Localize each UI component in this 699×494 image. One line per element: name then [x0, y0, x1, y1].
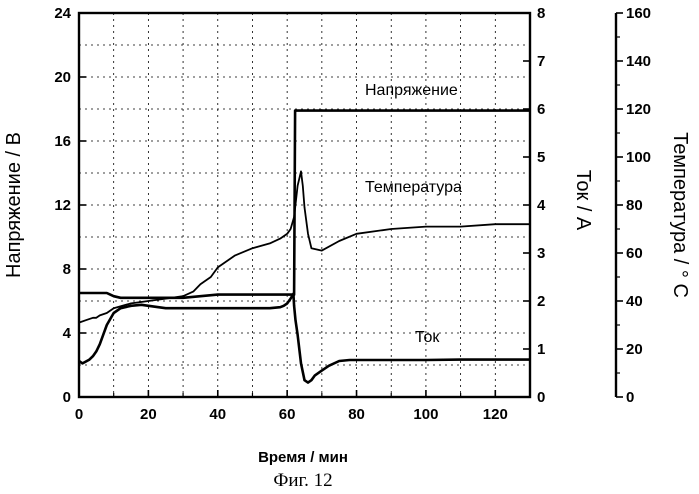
current-tick-label: 2: [537, 293, 545, 310]
current-tick-label: 8: [537, 5, 545, 22]
voltage-tick-label: 20: [54, 69, 71, 86]
annotation-voltage: Напряжение: [365, 82, 458, 99]
series-layer: [79, 111, 530, 383]
voltage-tick-label: 16: [54, 133, 71, 150]
current-tick-label: 0: [537, 389, 545, 406]
temperature-tick-label: 100: [626, 149, 651, 166]
current-tick-label: 7: [537, 53, 545, 70]
voltage-tick-label: 8: [63, 261, 71, 278]
current-tick-label: 3: [537, 245, 545, 262]
temperature-tick-label: 120: [626, 101, 651, 118]
x-axis-label: Время / мин: [258, 449, 348, 466]
annotation-current: Ток: [415, 329, 440, 346]
x-tick-label: 80: [348, 406, 365, 423]
temperature-tick-label: 0: [626, 389, 634, 406]
temperature-tick-label: 60: [626, 245, 643, 262]
y-axis-label-temperature: Температура / ° С: [669, 132, 691, 298]
x-tick-label: 0: [75, 406, 83, 423]
y-axis-label-voltage: Напряжение / В: [3, 132, 25, 278]
temperature-tick-label: 40: [626, 293, 643, 310]
x-tick-label: 120: [483, 406, 508, 423]
voltage-tick-label: 4: [63, 325, 72, 342]
current-tick-label: 6: [537, 101, 545, 118]
temperature-tick-label: 160: [626, 5, 651, 22]
current-tick-label: 1: [537, 341, 545, 358]
x-tick-label: 60: [279, 406, 296, 423]
current-tick-label: 5: [537, 149, 545, 166]
voltage-tick-label: 24: [54, 5, 71, 22]
x-tick-label: 40: [209, 406, 226, 423]
x-tick-label: 100: [413, 406, 438, 423]
y-axis-label-current: Ток / А: [572, 170, 594, 231]
current-tick-label: 4: [537, 197, 546, 214]
temperature-tick-label: 140: [626, 53, 651, 70]
series-line-temperature: [79, 171, 530, 322]
temperature-tick-label: 20: [626, 341, 643, 358]
voltage-tick-label: 0: [63, 389, 71, 406]
annotation-temperature: Температура: [365, 179, 462, 196]
x-tick-label: 20: [140, 406, 157, 423]
voltage-tick-label: 12: [54, 197, 71, 214]
series-line-current: [79, 294, 530, 383]
temperature-tick-label: 80: [626, 197, 643, 214]
figure-caption: Фиг. 12: [273, 470, 332, 491]
